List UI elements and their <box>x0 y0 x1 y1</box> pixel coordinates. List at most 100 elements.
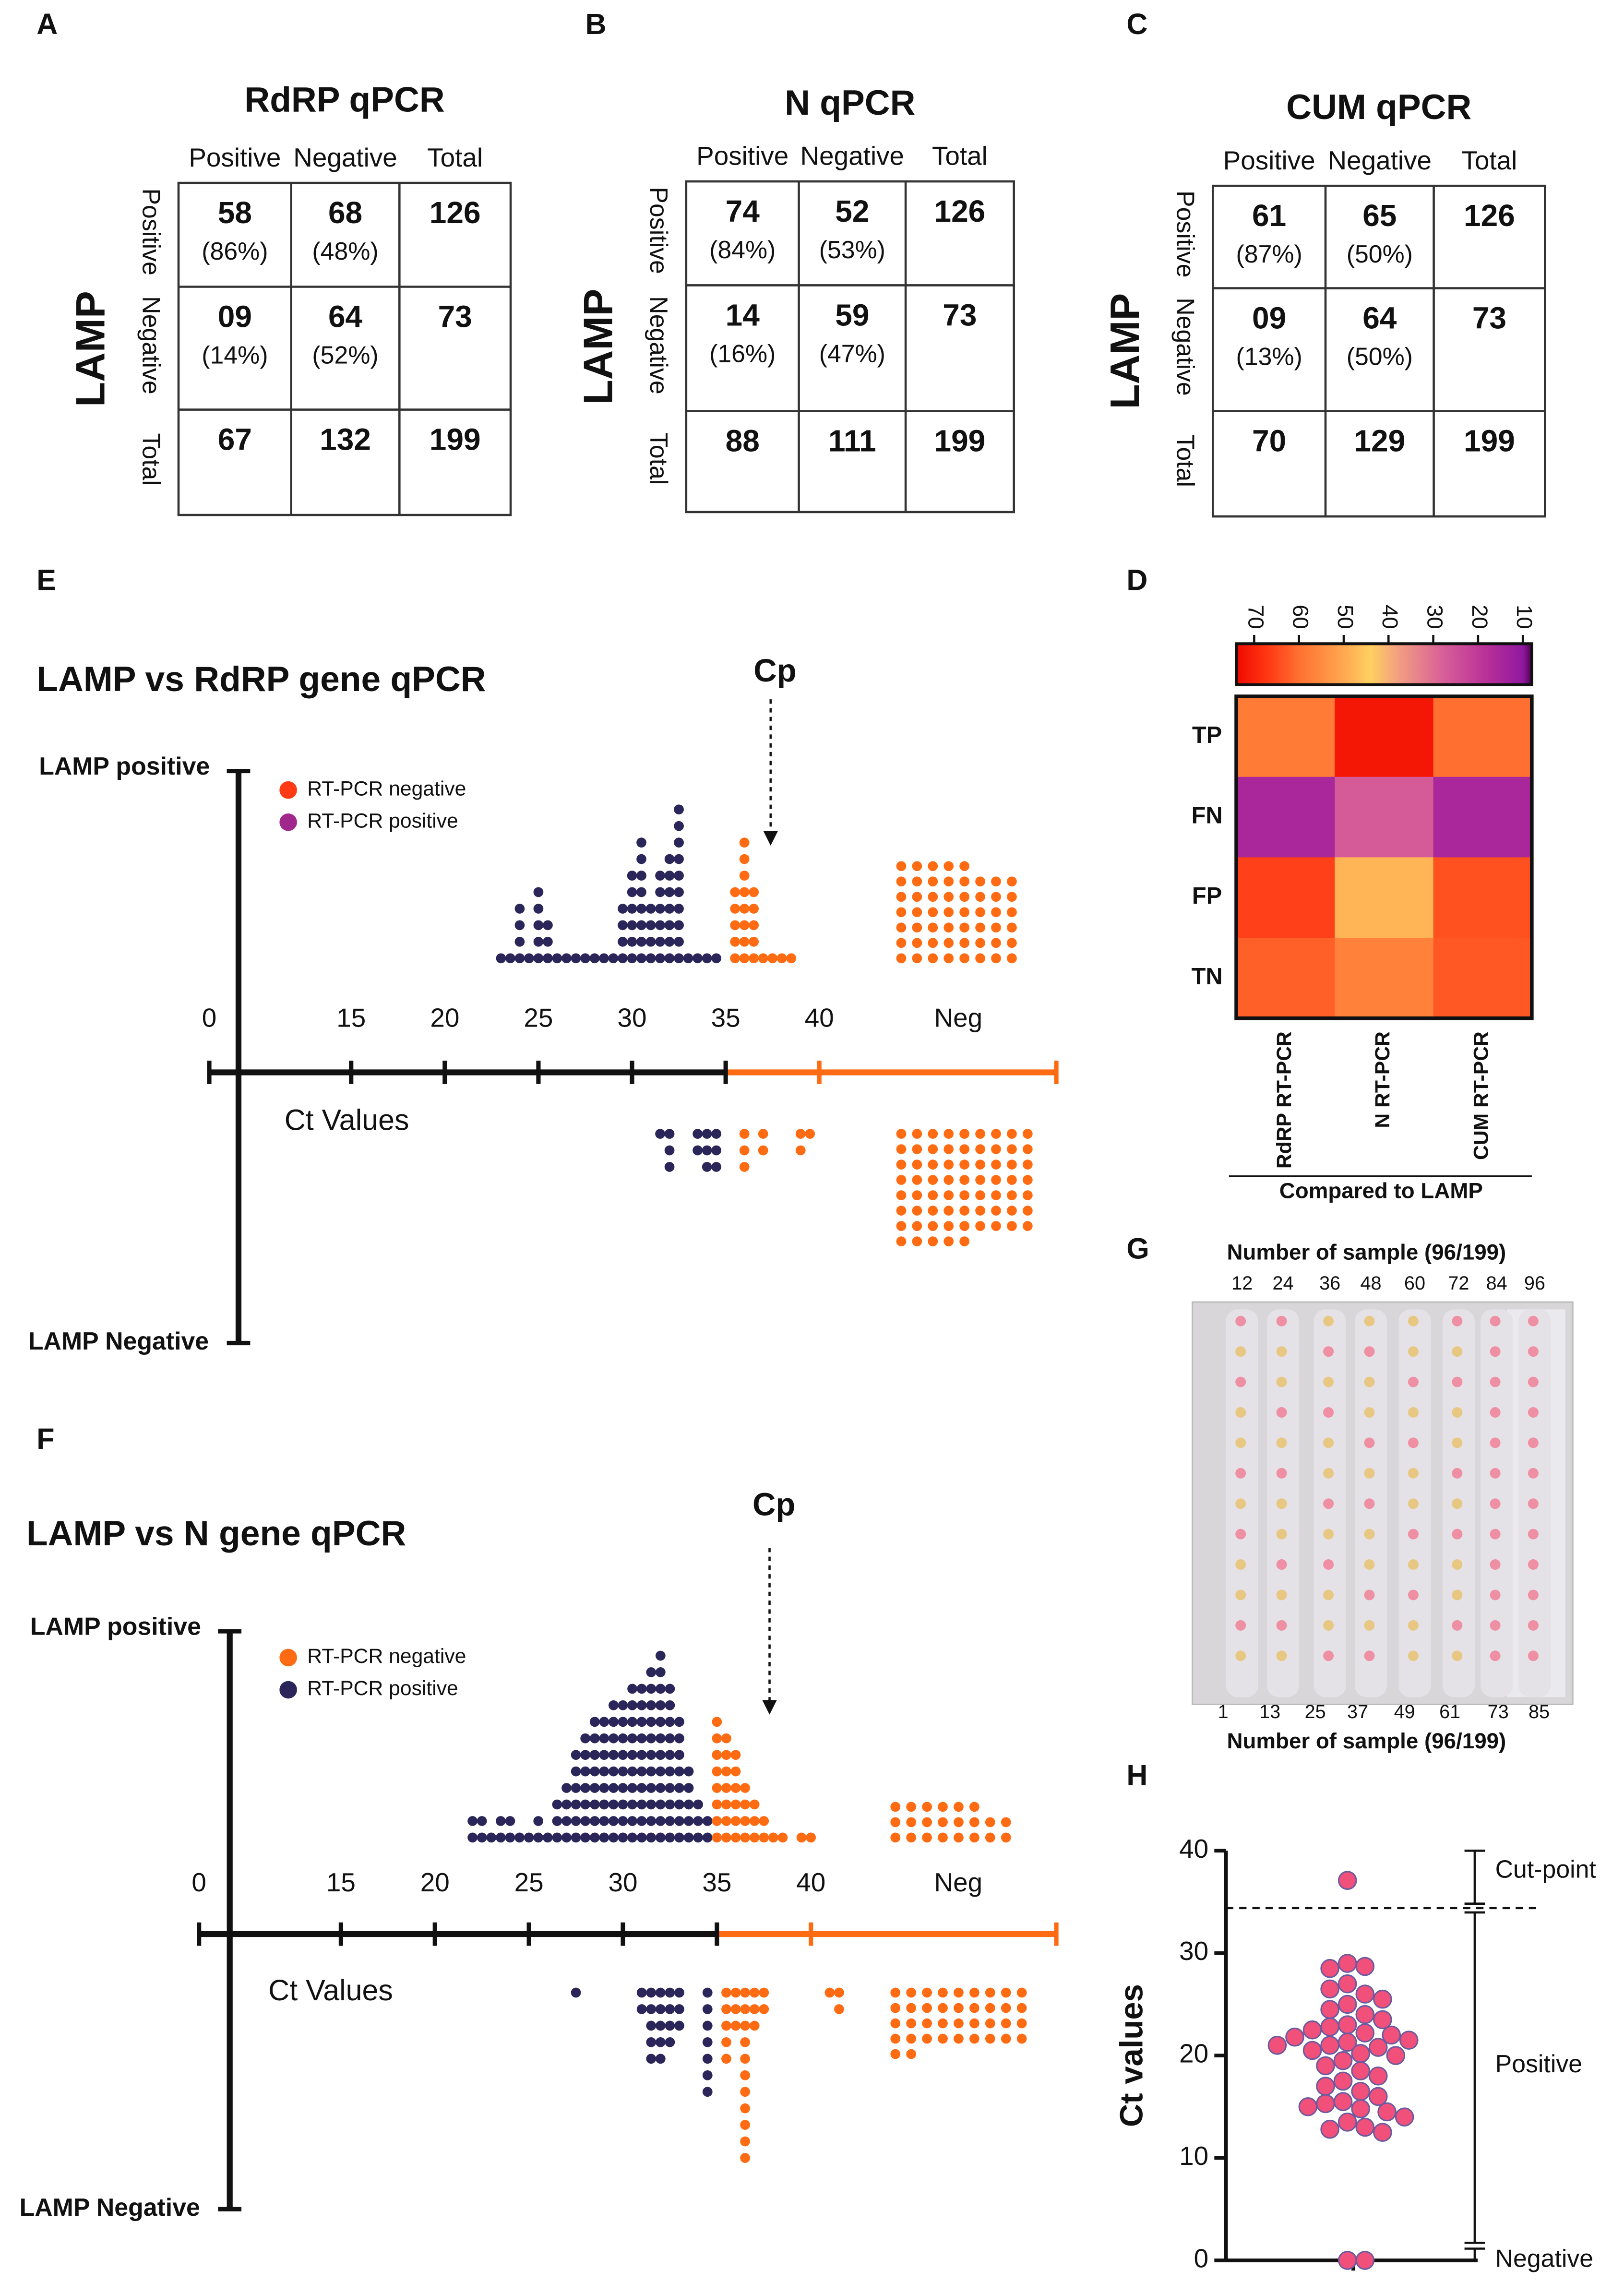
dot <box>599 1717 609 1727</box>
dot <box>740 2020 750 2031</box>
dot <box>524 953 534 964</box>
dot <box>636 1717 647 1727</box>
dot <box>543 920 553 931</box>
neg-dot <box>954 2003 964 2013</box>
dot <box>683 953 693 964</box>
dot <box>665 2004 675 2014</box>
dot <box>552 1799 562 1810</box>
dot <box>721 1832 731 1843</box>
dot <box>505 953 515 964</box>
point <box>1316 2094 1335 2114</box>
cell-count: 126 <box>1464 198 1515 233</box>
point <box>1267 2035 1287 2055</box>
dot <box>589 1717 600 1727</box>
dot <box>712 1750 722 1760</box>
cp-arrowhead <box>762 1700 777 1715</box>
dot <box>627 1799 637 1810</box>
neg-dot <box>959 1129 970 1139</box>
neg-label: Neg <box>934 1003 983 1032</box>
negative-label: Negative <box>1495 2245 1594 2272</box>
tube-spot <box>1452 1650 1463 1661</box>
dot <box>739 1162 750 1172</box>
dot <box>627 1684 637 1694</box>
neg-dot <box>1007 876 1017 887</box>
neg-dot <box>928 1129 938 1139</box>
column-label: CUM RT-PCR <box>1469 1031 1493 1160</box>
dot <box>618 936 628 947</box>
neg-dot <box>928 1221 938 1231</box>
dot <box>533 904 544 914</box>
dot <box>589 1766 600 1777</box>
dot <box>674 2020 684 2031</box>
point <box>1351 2099 1370 2118</box>
dot <box>730 1766 741 1777</box>
neg-dot <box>1007 1190 1017 1200</box>
colorbar-tick-label: 10 <box>1512 605 1537 629</box>
dot <box>599 1832 609 1843</box>
neg-dot <box>959 1190 970 1200</box>
dot <box>702 1129 712 1139</box>
dot <box>730 1799 741 1810</box>
neg-dot <box>938 1817 948 1828</box>
tube-spot <box>1235 1468 1246 1479</box>
dot <box>627 936 637 947</box>
dot <box>674 904 684 914</box>
cell-percent: (47%) <box>819 339 885 367</box>
neg-dot <box>943 1144 954 1154</box>
top-tick-label: 60 <box>1404 1273 1425 1294</box>
neg-dot <box>975 922 985 933</box>
cell-percent: (48%) <box>312 237 378 265</box>
dot <box>702 1145 712 1156</box>
dot <box>609 1766 619 1777</box>
dot <box>636 837 646 848</box>
point <box>1395 2107 1414 2127</box>
tube-spot <box>1490 1620 1501 1631</box>
tube-spot <box>1490 1529 1501 1540</box>
dot <box>496 953 506 964</box>
cp-label: Cp <box>753 653 796 689</box>
dot <box>655 1799 666 1810</box>
dot <box>571 1799 581 1810</box>
dot <box>665 1799 675 1810</box>
dot <box>758 1129 768 1139</box>
point <box>1355 1957 1375 1976</box>
cut-label: Cut-point <box>1495 1855 1597 1883</box>
neg-dot <box>943 1129 954 1139</box>
dot <box>646 1799 657 1810</box>
tube-spot <box>1323 1376 1334 1387</box>
tube-spot <box>1323 1650 1334 1661</box>
neg-dot <box>912 907 922 918</box>
neg-dot <box>943 1206 954 1216</box>
dot <box>739 887 750 897</box>
cell-percent: (13%) <box>1236 343 1302 370</box>
dot <box>636 854 646 864</box>
dot <box>636 2004 647 2014</box>
point <box>1316 2077 1335 2096</box>
dot <box>599 1750 609 1760</box>
dot <box>767 953 778 964</box>
panel-letter: F <box>36 1422 54 1455</box>
dot <box>505 1816 515 1826</box>
neg-dot <box>906 1987 917 1998</box>
dot <box>683 1766 694 1777</box>
cell-percent: (16%) <box>709 339 776 367</box>
tube-spot <box>1452 1407 1463 1418</box>
tube-spot <box>1364 1376 1375 1387</box>
neg-dot <box>896 876 907 887</box>
dot <box>533 1816 544 1826</box>
legend-label: RT-PCR negative <box>307 777 466 800</box>
dot <box>712 1733 722 1744</box>
side-label: LAMP <box>576 289 621 405</box>
neg-dot <box>969 1817 979 1828</box>
neg-dot <box>954 1987 964 1998</box>
dot <box>693 1816 704 1826</box>
point <box>1377 2102 1397 2122</box>
heatmap-cell <box>1433 777 1533 858</box>
cell-count: 126 <box>934 194 986 228</box>
point <box>1316 2056 1335 2076</box>
dot <box>646 1783 657 1793</box>
point <box>1355 2005 1375 2024</box>
neg-dot <box>896 1175 907 1185</box>
dot <box>674 1750 684 1760</box>
dot <box>533 936 544 947</box>
